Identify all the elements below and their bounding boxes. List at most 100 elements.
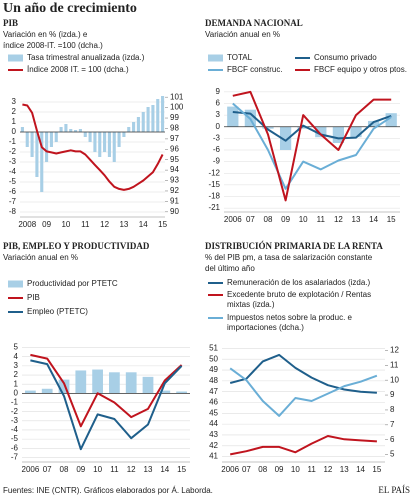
- y-tick-label: -6: [9, 187, 17, 196]
- chart-subtitle: Variación anual en %: [205, 30, 280, 39]
- bar: [98, 132, 102, 157]
- bar: [109, 372, 120, 394]
- chart-subtitle: % del PIB pm, a tasa de salarización con…: [205, 253, 373, 262]
- y-tick-label: 49: [209, 365, 218, 374]
- y-tick-label: 41: [209, 452, 218, 461]
- chart-title: DISTRIBUCIÓN PRIMARIA DE LA RENTA: [205, 241, 383, 251]
- y2-tick-label: 92: [170, 186, 179, 195]
- y-tick-label: -3: [9, 157, 17, 166]
- line: [230, 435, 377, 456]
- y-tick-label: 1: [12, 117, 17, 126]
- x-tick-label: 15: [372, 465, 381, 474]
- y-tick-label: -4: [11, 425, 19, 434]
- bar: [262, 126, 274, 129]
- y-tick-label: -2: [11, 407, 19, 416]
- x-tick-label: 08: [60, 465, 69, 474]
- chart-title: PIB: [3, 18, 18, 28]
- bar: [127, 127, 131, 132]
- y-tick-label: 51: [209, 344, 218, 353]
- x-tick-label: 15: [387, 215, 396, 224]
- x-tick-label: 12: [127, 465, 136, 474]
- y-tick-label: 48: [209, 376, 218, 385]
- y-tick-label: -6: [213, 145, 221, 154]
- legend-label: Tasa trimestral anualizada (izda.): [27, 53, 145, 62]
- x-tick-label: 09: [42, 220, 51, 229]
- chart-subtitle: del último año: [205, 264, 255, 273]
- x-tick-label: 07: [246, 215, 255, 224]
- y-tick-label: -12: [208, 168, 220, 177]
- bar: [367, 120, 380, 127]
- bar: [41, 388, 53, 394]
- bar: [69, 129, 73, 132]
- y-tick-label: 9: [216, 87, 221, 96]
- y-tick-label: 50: [209, 354, 218, 363]
- y-tick-label: -9: [213, 157, 221, 166]
- legend-label-box: Remuneración de los asalariados (izda.): [227, 278, 371, 287]
- legend-label: FBCF construc.: [227, 65, 283, 74]
- bar: [103, 132, 107, 152]
- bar: [350, 126, 362, 138]
- x-tick-label: 10: [291, 465, 300, 474]
- line: [30, 353, 183, 428]
- chart-subtitle: Variación en % (izda.) e: [3, 30, 88, 39]
- y-tick-label: 1: [14, 379, 19, 388]
- y2-tick-label: 11: [390, 360, 399, 369]
- y2-tick-label: 7: [390, 420, 395, 429]
- legend-label: FBCF equipo y otros ptos.: [314, 65, 407, 74]
- legend-label-box: Empleo (PTETC): [27, 307, 88, 316]
- x-tick-label: 14: [356, 465, 365, 474]
- legend-label: Índice 2008 IT. = 100 (dcha.): [27, 65, 129, 74]
- x-tick-label: 2006: [221, 465, 239, 474]
- x-tick-label: 14: [139, 220, 148, 229]
- legend-label-box: PIB: [27, 293, 40, 302]
- legend-label: Remuneración de los asalariados (izda.): [227, 278, 371, 287]
- y-tick-label: 47: [209, 387, 218, 396]
- y-tick-label: -1: [9, 137, 17, 146]
- page-title: Un año de crecimiento: [3, 1, 137, 16]
- x-tick-label: 08: [258, 465, 267, 474]
- bar: [20, 127, 24, 132]
- bar: [156, 99, 160, 132]
- bar: [297, 126, 309, 129]
- y-tick-label: 3: [12, 97, 17, 106]
- y-tick-label: 44: [209, 419, 218, 428]
- y-tick-label: 4: [14, 352, 19, 361]
- legend-swatch: [208, 54, 223, 62]
- bar: [83, 132, 87, 137]
- x-tick-label: 11: [81, 220, 90, 229]
- legend-label: Impuestos netos sobre la produc. e impor…: [227, 313, 352, 332]
- x-tick-label: 13: [119, 220, 128, 229]
- y-tick-label: 0: [216, 122, 221, 131]
- y-tick-label: 46: [209, 398, 218, 407]
- x-tick-label: 12: [100, 220, 109, 229]
- legend-label-box: Consumo privado: [314, 53, 377, 62]
- y2-tick-label: 99: [170, 113, 179, 122]
- brand: EL PAÍS: [378, 485, 410, 495]
- legend-label: Excedente bruto de explotación / Rentas …: [227, 290, 372, 309]
- line: [30, 359, 183, 451]
- x-tick-label: 11: [317, 215, 326, 224]
- y2-tick-label: 6: [390, 435, 395, 444]
- y-tick-label: -21: [208, 203, 220, 212]
- bar: [332, 126, 345, 144]
- bar: [142, 376, 154, 394]
- x-tick-label: 08: [264, 215, 273, 224]
- y2-tick-label: 5: [390, 450, 395, 459]
- y-tick-label: -5: [9, 177, 17, 186]
- y-tick-label: 45: [209, 408, 218, 417]
- bar: [88, 132, 92, 142]
- bar: [125, 372, 137, 394]
- legend-swatch: [8, 280, 23, 288]
- bar: [74, 130, 78, 132]
- x-tick-label: 10: [93, 465, 102, 474]
- y-tick-label: -15: [208, 180, 220, 189]
- bar: [151, 105, 155, 132]
- legend-label-box: FBCF construc.: [227, 65, 283, 74]
- legend-label: TOTAL: [227, 53, 253, 62]
- bar: [40, 132, 44, 192]
- line: [229, 353, 377, 394]
- bar: [59, 127, 63, 132]
- bar: [75, 370, 87, 394]
- y-tick-label: 2: [12, 107, 17, 116]
